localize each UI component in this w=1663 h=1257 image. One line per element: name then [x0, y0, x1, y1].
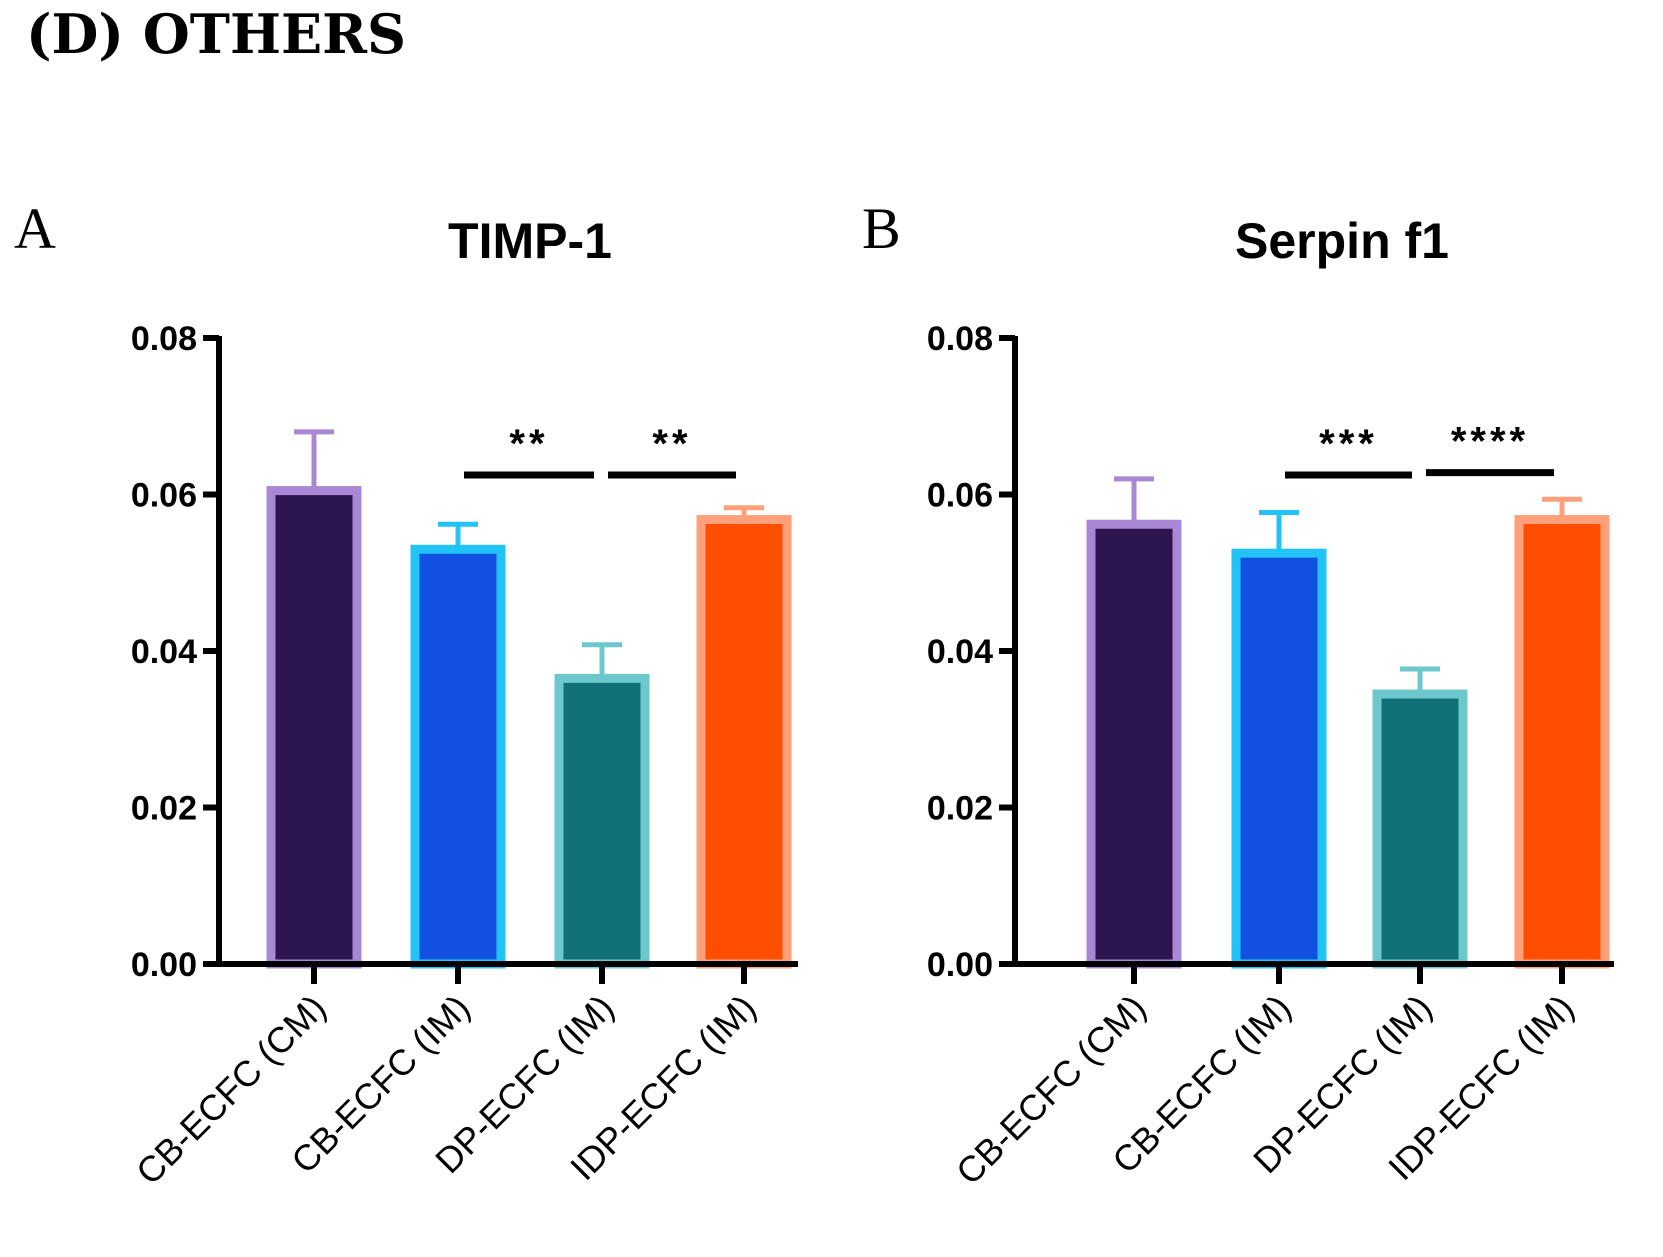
bar: [1086, 519, 1182, 969]
y-tick-label: 0.04: [927, 633, 993, 671]
y-tick-label: 0.04: [131, 633, 197, 671]
bar: [1514, 515, 1610, 969]
panel-letter: B: [862, 196, 901, 261]
significance-label: ***: [1319, 422, 1378, 466]
y-tick-label: 0.02: [131, 790, 197, 828]
y-tick-label: 0.08: [927, 320, 993, 358]
bar: [554, 673, 650, 969]
bar: [696, 515, 792, 969]
bar: [1372, 689, 1468, 969]
figure-title: (D) OTHERS: [26, 2, 407, 66]
significance-label: **: [509, 422, 548, 466]
significance-label: **: [652, 422, 691, 466]
y-tick-label: 0.06: [927, 477, 993, 515]
y-tick-label: 0.06: [131, 477, 197, 515]
y-tick-label: 0.02: [927, 790, 993, 828]
y-tick-label: 0.08: [131, 320, 197, 358]
bar: [266, 486, 362, 969]
panel-letter: A: [14, 196, 56, 261]
panel-title: TIMP-1: [448, 213, 612, 269]
y-tick-label: 0.00: [927, 946, 993, 984]
bar: [1231, 548, 1327, 969]
panel-title: Serpin f1: [1235, 213, 1449, 269]
significance-label: ****: [1451, 420, 1529, 464]
y-tick-label: 0.00: [131, 946, 197, 984]
bar: [410, 544, 506, 969]
